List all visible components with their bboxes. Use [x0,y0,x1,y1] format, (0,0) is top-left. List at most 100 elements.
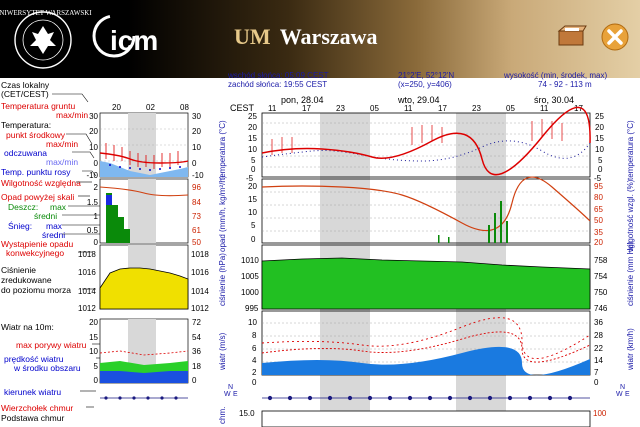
temp-tick-4: 5 [251,156,256,165]
wind-tick-left-2: 10 [89,347,98,356]
press-tick-left-3: 1012 [78,304,96,313]
press-main-tick-3: 995 [245,304,259,313]
hum-main-tick-5: 20 [594,238,603,247]
hour-7: 05 [506,104,515,113]
right-temp-tick-2: 10 [192,143,201,152]
hum-main-tick-0: 95 [594,182,603,191]
ground-maxmin-label: max/min [56,110,89,120]
press-main-tick-1: 1005 [241,272,259,281]
wind-tick-left-4: 0 [93,376,98,385]
wind-tick-right-4: 0 [192,376,197,385]
press-tick-left-2: 1014 [78,287,96,296]
left-temp-tick-1: 20 [89,127,98,136]
press-tick-left-0: 1018 [78,250,96,259]
header: UNIWERSYTET WARSZAWSKI icm UM Warszawa [0,0,640,78]
hum-tick-0: 96 [192,183,201,192]
temp-tick-6: -5 [246,174,254,183]
pressure-label-1: Ciśnienie [1,265,36,275]
precip-main-tick-1: 15 [248,195,257,204]
precip-tick-4: 0 [93,238,98,247]
precip-tick-2: 1 [93,212,98,221]
precip-main-tick-4: 0 [251,235,256,244]
hour-3: 05 [370,104,379,113]
wind-speed-label-1: prędkość wiatru [4,354,64,364]
local-time-label: Czas lokalny [1,80,50,90]
day-1: wto, 29.04 [398,95,440,105]
icm-logo-icon[interactable]: icm [88,10,178,66]
felt-maxmin-label: max/min [46,157,79,167]
precip-main-tick-0: 20 [248,182,257,191]
maxmin-label: max/min [46,139,79,149]
temp-tick-2: 15 [248,134,257,143]
temp-tick-right-6: -5 [594,174,602,183]
title-city: Warszawa [279,24,378,49]
wind-tick-right-0: 72 [192,318,201,327]
hum-main-tick-4: 35 [594,228,603,237]
press-tick-right-1: 1016 [191,268,209,277]
hum-main-tick-2: 65 [594,205,603,214]
left-temp-tick-4: -10 [86,171,98,180]
wind-tick-right-2: 36 [192,347,201,356]
temp-tick-right-5: 0 [598,165,603,174]
hour-1: 17 [302,104,311,113]
svg-text:icm: icm [110,25,158,56]
precip-axis-title: opad (mm/h, kg/m²/h) [218,175,227,252]
wind-tick-right-1: 54 [192,333,201,342]
temp-tick-right-2: 15 [595,134,604,143]
wind-kmh-axis-title: wiatr (km/h) [626,328,635,370]
press-mm-tick-0: 758 [594,256,608,265]
wind-dir-label: kierunek wiatru [4,387,62,397]
temp-tick-3: 10 [248,145,257,154]
hour-2: 23 [336,104,345,113]
sunset-text: zachód słońca: 19:55 CEST [228,80,328,89]
cloud-base-label: Podstawa chmur [1,413,65,423]
pressure-label-2: zredukowane [1,275,52,285]
app-title: UM Warszawa [234,24,378,50]
temp-tick-1: 20 [248,123,257,132]
wind-kmh-tick-2: 22 [594,344,603,353]
right-temp-tick-1: 20 [192,127,201,136]
precip-tick-3: 0.5 [86,226,98,235]
hour-4: 11 [404,104,413,113]
timezone-label: (CET/CEST) [1,89,49,99]
precip-main-tick-2: 10 [248,208,257,217]
close-icon[interactable] [600,22,630,52]
university-logo-icon[interactable]: UNIWERSYTET WARSZAWSKI [0,6,92,72]
press-tick-left-1: 1016 [78,268,96,277]
right-temp-tick-3: 0 [192,159,197,168]
precip-main-tick-3: 5 [251,221,256,230]
press-mm-tick-3: 746 [594,304,608,313]
day-2: śro, 30.04 [534,95,575,105]
dir-w-left: W [224,391,231,398]
hour-6: 23 [472,104,481,113]
wind-main-tick-0: 10 [248,318,257,327]
left-mini-chart [99,112,189,400]
press-tick-right-2: 1014 [191,287,209,296]
wind-main-tick-3: 4 [252,356,257,365]
press-tick-right-0: 1018 [191,250,209,259]
press-mm-tick-2: 750 [594,288,608,297]
ground-temp-label: Temperatura gruntu [1,101,76,111]
temp-tick-0: 25 [248,112,257,121]
height-values: 74 - 92 - 113 m [538,80,592,89]
wind-kmh-tick-1: 28 [594,331,603,340]
dir-n-right: N [620,384,626,391]
wind-kmh-tick-4: 7 [594,368,599,377]
wind-kmh-tick-0: 36 [594,318,603,327]
meteogram-chart [261,106,591,427]
press-axis-title: ciśnienie (hPa) [218,253,227,306]
wind-label: Wiatr na 10m: [1,322,54,332]
wind-main-tick-5: 0 [252,378,257,387]
sunrise-text: wschód słońca: 05:09 CEST [228,71,329,80]
wind-axis-title: wiatr (m/s) [218,332,227,370]
gust-label: max porywy wiatru [16,340,87,350]
dir-n-left: N [228,384,234,391]
left-temp-tick-0: 30 [89,112,98,121]
wind-main-tick-1: 8 [252,331,257,340]
archive-box-icon[interactable] [556,22,587,52]
press-main-tick-2: 1000 [241,288,259,297]
convective-label: Wystąpienie opadu [1,239,74,249]
wind-tick-left-0: 20 [89,318,98,327]
hum-tick-3: 61 [192,226,201,235]
temp-axis-title-right: temperatura (°C) [626,120,635,180]
